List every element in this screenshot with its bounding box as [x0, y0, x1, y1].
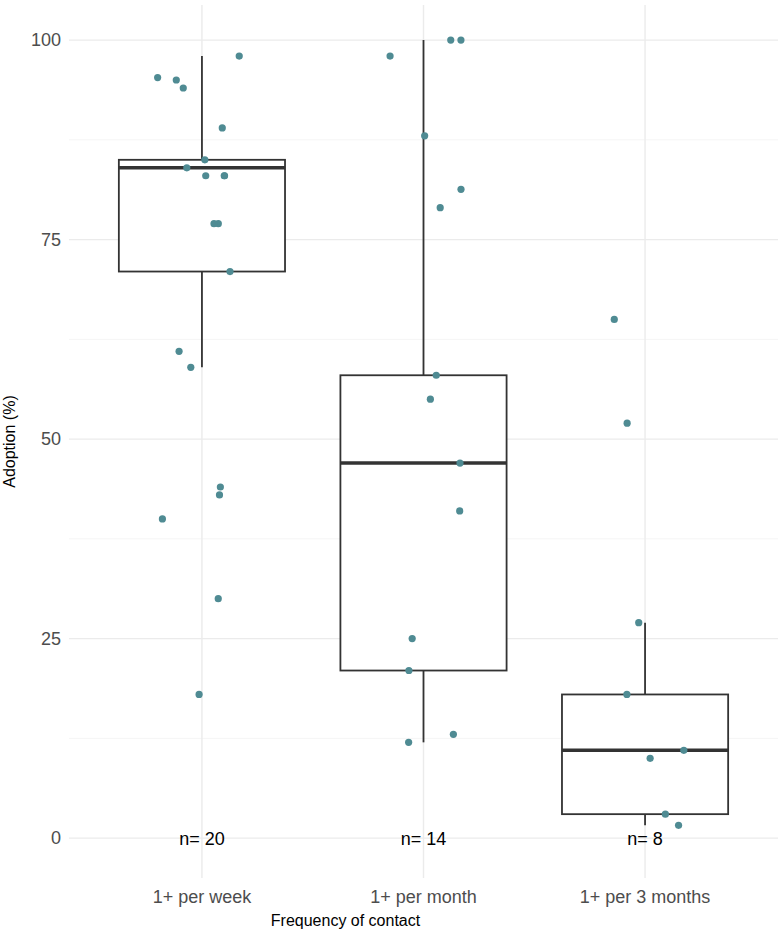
box-group	[562, 623, 728, 826]
point	[456, 507, 463, 514]
point	[154, 74, 161, 81]
point	[217, 483, 224, 490]
point	[680, 747, 687, 754]
point	[450, 731, 457, 738]
lower-whisker	[423, 671, 425, 743]
points-group	[386, 37, 464, 746]
point	[405, 739, 412, 746]
point	[437, 204, 444, 211]
point	[457, 37, 464, 44]
point	[624, 420, 631, 427]
point	[447, 37, 454, 44]
box-group	[119, 56, 285, 367]
y-tick-label: 100	[31, 30, 61, 50]
point	[662, 811, 669, 818]
lower-whisker	[644, 814, 646, 825]
plot-area	[119, 37, 728, 829]
point	[210, 220, 217, 227]
y-tick-label: 75	[41, 230, 61, 250]
point	[675, 822, 682, 829]
point	[611, 316, 618, 323]
median-line	[119, 166, 285, 170]
x-tick-label: 1+ per 3 months	[580, 887, 711, 907]
point	[187, 364, 194, 371]
point	[215, 595, 222, 602]
point	[226, 268, 233, 275]
point	[635, 619, 642, 626]
box	[119, 160, 285, 272]
point	[405, 667, 412, 674]
point	[221, 172, 228, 179]
point	[433, 372, 440, 379]
point	[159, 515, 166, 522]
point	[201, 156, 208, 163]
chart: 0 25 50 75 100 n= 20 n= 14 n= 8 1+ per week 1+ pe…	[0, 0, 780, 931]
point	[456, 459, 463, 466]
y-axis-title: Adoption (%)	[1, 395, 18, 488]
point	[236, 52, 243, 59]
upper-whisker	[201, 56, 203, 160]
grid	[69, 5, 778, 878]
count-label: n= 14	[401, 829, 447, 849]
box-group	[340, 40, 506, 742]
point	[421, 132, 428, 139]
lower-whisker	[201, 272, 203, 368]
point	[457, 186, 464, 193]
upper-whisker	[644, 623, 646, 695]
box	[340, 375, 506, 670]
point	[173, 76, 180, 83]
y-tick-label: 50	[41, 429, 61, 449]
point	[180, 84, 187, 91]
point	[221, 172, 228, 179]
point	[409, 635, 416, 642]
x-grid-line	[201, 5, 202, 878]
point	[195, 691, 202, 698]
point	[175, 348, 182, 355]
point	[202, 172, 209, 179]
y-tick-label: 25	[41, 629, 61, 649]
upper-whisker	[423, 40, 425, 375]
point	[219, 124, 226, 131]
count-label: n= 8	[627, 829, 663, 849]
x-tick-label: 1+ per month	[370, 887, 477, 907]
point	[647, 755, 654, 762]
point	[623, 691, 630, 698]
points-group	[611, 316, 688, 829]
point	[386, 52, 393, 59]
point	[216, 491, 223, 498]
box	[562, 694, 728, 814]
median-line	[340, 461, 506, 465]
median-line	[562, 749, 728, 753]
x-tick-label: 1+ per week	[153, 887, 253, 907]
count-label: n= 20	[179, 829, 225, 849]
point	[183, 164, 190, 171]
y-tick-label: 0	[51, 828, 61, 848]
x-axis-title: Frequency of contact	[271, 912, 421, 929]
point	[427, 396, 434, 403]
points-group	[154, 52, 243, 698]
